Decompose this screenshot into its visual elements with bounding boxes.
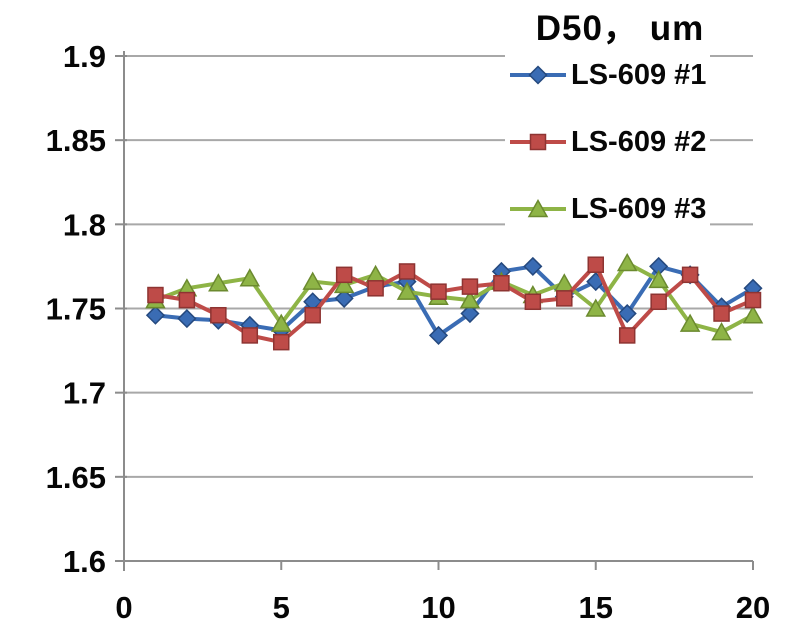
y-tick-label: 1.6 [63,544,106,579]
square-marker [529,133,547,151]
square-marker [524,293,542,311]
diamond-marker [145,305,166,325]
diamond-marker [428,325,449,345]
square-marker [650,293,667,311]
triangle-marker [616,253,638,272]
y-tick-label: 1.85 [46,123,106,158]
square-marker [713,305,730,322]
chart-title: D50， um [535,9,705,48]
square-marker [430,283,447,300]
y-tick-label: 1.65 [46,460,106,495]
triangle-marker [554,273,575,292]
diamond-marker [528,65,548,85]
triangle-marker [365,264,386,284]
x-tick-label: 0 [115,590,132,625]
legend: LS-609 #1 LS-609 #2 LS-609 #3 [505,54,711,255]
square-marker [178,291,196,309]
legend-label: LS-609 #3 [571,192,707,225]
legend-label: LS-609 #1 [571,58,707,91]
square-marker [241,327,259,344]
triangle-legend-icon [510,198,566,218]
triangle-marker [742,305,764,324]
y-tick-label: 1.9 [63,39,106,74]
triangle-marker [208,273,229,292]
square-marker [398,263,416,280]
triangle-marker [459,290,481,309]
square-marker [273,333,290,351]
triangle-marker [679,313,701,332]
square-marker [367,280,384,297]
square-marker [618,327,636,344]
triangle-marker [396,281,418,300]
x-tick-label: 15 [579,590,613,625]
y-tick-label: 1.75 [46,292,106,327]
triangle-marker [302,271,323,290]
y-tick-label: 1.8 [63,207,106,242]
triangle-marker [648,269,669,289]
diamond-marker [523,256,543,276]
square-legend-icon [510,133,566,151]
y-tick-label: 1.7 [63,376,106,411]
square-marker [681,266,699,284]
triangle-marker [711,322,732,341]
square-marker [147,286,164,304]
square-marker [587,256,604,273]
triangle-marker [333,274,355,294]
x-tick-label: 5 [273,590,290,625]
legend-label: LS-609 #2 [571,125,707,158]
square-marker [461,278,479,295]
x-tick-label: 10 [421,590,455,625]
diamond-legend-icon [510,65,566,85]
square-marker [493,275,510,292]
triangle-marker [527,198,549,218]
square-marker [556,290,573,307]
square-marker [744,291,762,309]
legend-item-1: LS-609 #1 [505,54,711,96]
diamond-marker [177,309,197,329]
diamond-marker [334,288,354,308]
diamond-marker [460,303,480,324]
square-marker [210,306,227,324]
x-tick-label: 20 [736,590,770,625]
triangle-marker [239,268,261,287]
legend-item-2: LS-609 #2 [505,121,711,163]
square-marker [304,306,321,324]
triangle-marker [270,313,292,332]
square-marker [335,266,353,284]
legend-item-3: LS-609 #3 [505,188,711,230]
triangle-marker [585,298,607,317]
diamond-marker [617,303,637,324]
